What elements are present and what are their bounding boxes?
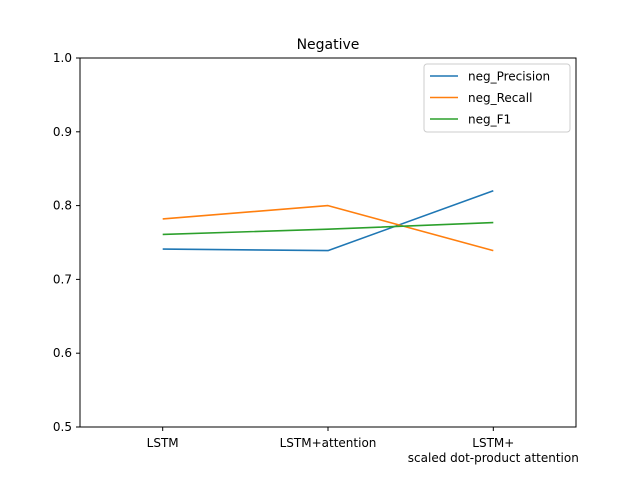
legend-label: neg_Recall	[468, 91, 532, 105]
legend: neg_Precision neg_Recall neg_F1	[423, 63, 571, 133]
x-tick-label: LSTM+attention	[280, 436, 377, 450]
x-axis: LSTM LSTM+attention LSTM+scaled dot-produc…	[147, 427, 579, 465]
series-line-neg_Recall	[162, 204, 494, 252]
series-lines	[162, 190, 494, 252]
y-tick-label: 1.0	[53, 51, 72, 65]
legend-label: neg_Precision	[468, 70, 550, 84]
y-tick-label: 0.7	[53, 272, 72, 286]
y-tick-label: 0.9	[53, 125, 72, 139]
x-tick-label: scaled dot-product attention	[408, 451, 579, 465]
legend-box	[423, 63, 571, 133]
y-tick-label: 0.8	[53, 199, 72, 213]
y-tick-label: 0.6	[53, 346, 72, 360]
y-axis: 0.5 0.6 0.7 0.8 0.9 1.0	[53, 51, 80, 434]
plot-frame	[79, 57, 577, 428]
series-line-neg_F1	[162, 221, 494, 236]
chart-title: Negative	[297, 37, 360, 53]
x-tick-label: LSTM+	[472, 436, 514, 450]
y-tick-label: 0.5	[53, 420, 72, 434]
series-line-neg_Precision	[162, 190, 494, 252]
x-tick-label: LSTM	[147, 436, 179, 450]
legend-label: neg_F1	[468, 113, 511, 127]
